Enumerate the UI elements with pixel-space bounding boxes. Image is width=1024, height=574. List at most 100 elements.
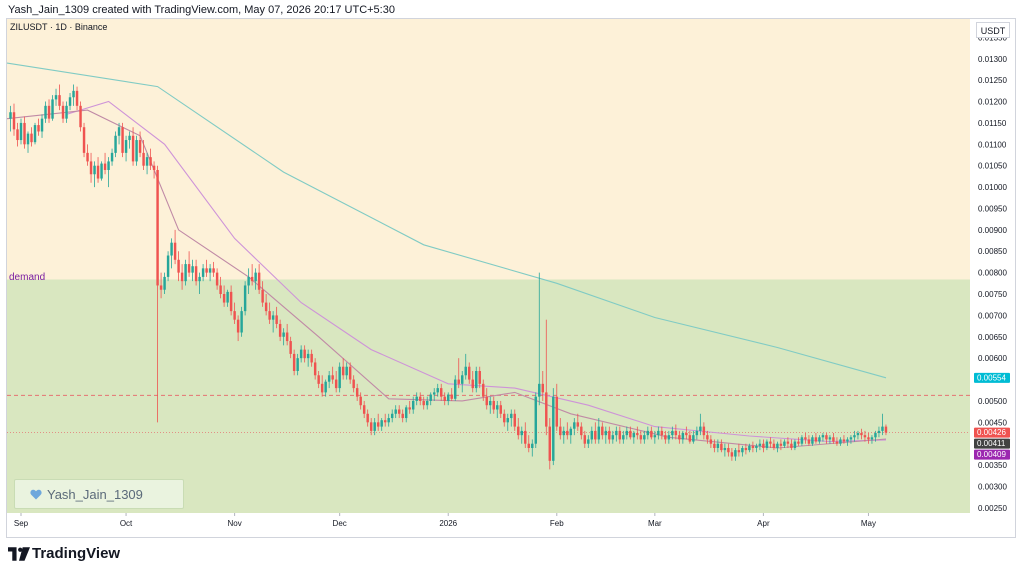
candle-body (555, 396, 559, 427)
candle (58, 84, 61, 111)
candle-body (751, 445, 755, 448)
x-tick-label: Sep (14, 519, 29, 528)
candle-body (285, 332, 289, 342)
candle (737, 443, 741, 457)
candle (548, 418, 552, 470)
candle (520, 426, 523, 444)
y-tick-label: 0.00500 (978, 397, 1007, 406)
currency-unit[interactable]: USDT (976, 22, 1010, 38)
candle (846, 437, 849, 446)
candle-body (482, 383, 485, 397)
candle (51, 95, 54, 121)
candle-body (867, 437, 870, 440)
candle (166, 251, 170, 282)
candle-body (457, 379, 460, 384)
candle-body (341, 366, 345, 376)
candle (646, 426, 650, 440)
x-tick-label: Dec (333, 519, 347, 528)
candle (643, 430, 646, 444)
candle-body (261, 289, 264, 303)
candle-body (205, 268, 208, 273)
candle-body (306, 353, 310, 359)
candle (790, 439, 793, 451)
candle (439, 383, 443, 401)
y-tick-label: 0.00950 (978, 204, 1007, 213)
candle (226, 289, 229, 307)
candle (219, 276, 222, 299)
candle-body (264, 302, 268, 312)
candle (415, 392, 418, 406)
price-badge-bg (974, 438, 1010, 449)
candle-body (496, 405, 499, 410)
candle-body (9, 112, 12, 119)
candle-body (552, 396, 555, 461)
price-badge-label: 0.00426 (977, 428, 1006, 437)
tradingview-brand[interactable]: TradingView (32, 545, 121, 562)
candle (212, 261, 215, 277)
candle-body (790, 443, 793, 448)
candle-body (177, 259, 180, 273)
candle-body (727, 447, 730, 453)
candle-body (611, 435, 615, 440)
candle (306, 349, 310, 367)
candle-body (709, 439, 713, 444)
candle (594, 422, 597, 444)
candle (331, 366, 334, 384)
candle (418, 392, 422, 406)
candle (135, 135, 138, 166)
candle (75, 86, 79, 111)
candle (404, 405, 408, 423)
candle (187, 251, 191, 277)
candle (832, 433, 835, 444)
candle-body (825, 435, 828, 440)
candle (44, 101, 47, 123)
candle-body (110, 152, 114, 162)
y-tick-label: 0.00850 (978, 247, 1007, 256)
candle-body (436, 388, 439, 393)
candle-body (471, 379, 474, 389)
x-tick-label: Mar (648, 519, 662, 528)
y-tick-label: 0.00750 (978, 290, 1007, 299)
price-badge-bg (974, 372, 1010, 383)
candle-body (310, 353, 313, 363)
candle-body (23, 122, 26, 145)
candle-body (156, 169, 159, 286)
candle-body (667, 435, 671, 440)
candle (702, 422, 706, 440)
chart-caption: Yash_Jain_1309 created with TradingView.… (8, 4, 395, 16)
candle-body (748, 445, 751, 451)
candle (89, 152, 93, 183)
candle-body (226, 291, 229, 303)
candle (261, 281, 264, 307)
candle (489, 396, 492, 414)
candle (345, 362, 348, 380)
y-tick-label: 0.01200 (978, 98, 1007, 107)
y-tick-label: 0.01300 (978, 55, 1007, 64)
x-axis[interactable]: Sep Oct Nov Dec 2026 Feb Mar Apr May (14, 513, 876, 528)
candle (786, 437, 790, 448)
x-tick-label: 2026 (439, 519, 457, 528)
tradingview-logo-icon[interactable] (8, 547, 30, 561)
candle (282, 328, 285, 346)
candle-body (503, 413, 506, 423)
y-tick-label: 0.00250 (978, 504, 1007, 513)
candle (576, 413, 580, 431)
candle (657, 426, 660, 440)
candle (510, 409, 513, 427)
y-tick-label: 0.00350 (978, 461, 1007, 470)
candle-body (37, 125, 40, 132)
candle-body (390, 413, 394, 419)
price-badge: 0.00409 (974, 449, 1010, 460)
candle-body (716, 443, 720, 448)
candle-body (40, 118, 44, 132)
candle-body (138, 140, 142, 153)
candle-body (860, 433, 863, 436)
candle (292, 349, 296, 376)
candle-body (723, 447, 727, 451)
candle-body (96, 165, 100, 179)
candle-body (499, 405, 502, 414)
candle (450, 388, 453, 401)
candle (541, 371, 545, 401)
candle-body (159, 285, 163, 290)
